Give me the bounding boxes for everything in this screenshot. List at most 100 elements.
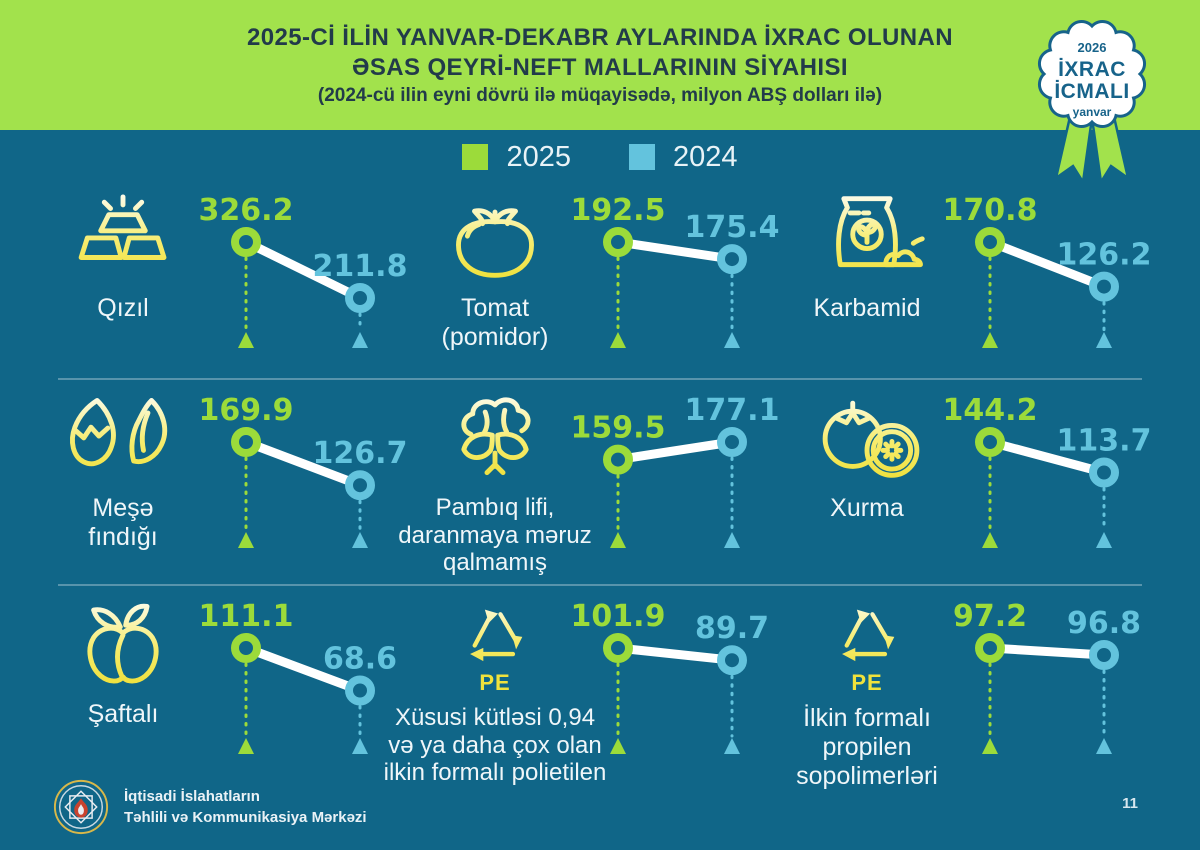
value-2024: 96.8 (1067, 606, 1141, 641)
product-label: Karbamid (813, 294, 921, 322)
pe-caption: PE (851, 670, 883, 695)
trend-chart-polietilen: 101.9 89.7 (568, 599, 796, 773)
marker-2025 (231, 227, 261, 257)
row-divider (58, 584, 1142, 586)
marker-2025 (975, 427, 1005, 457)
slope-chart: 144.2 113.7 (943, 393, 1152, 548)
organization-name: İqtisadi İslahatların Təhlili və Kommuni… (124, 786, 367, 828)
baseline-arrow (724, 532, 740, 548)
baseline-arrow (982, 532, 998, 548)
baseline-arrow (1096, 332, 1112, 348)
marker-2024 (1089, 457, 1119, 488)
value-2024: 126.7 (313, 436, 408, 471)
trend-chart-qizil: 326.2 211.8 (196, 193, 424, 367)
marker-2025 (603, 633, 633, 663)
marker-2024 (345, 283, 375, 313)
legend-item-2025: 2025 (462, 141, 571, 174)
product-label: Xurma (830, 494, 904, 522)
connector-line (613, 437, 737, 465)
slope-chart: 111.1 68.6 (199, 599, 397, 754)
baseline-arrow (1096, 738, 1112, 754)
product-label: Pambıq lifi, daranmaya məruz qalmamış (398, 494, 592, 577)
marker-2025 (975, 227, 1005, 257)
value-2025: 159.5 (571, 411, 666, 446)
value-2024: 126.2 (1057, 238, 1152, 273)
slope-chart: 97.2 96.8 (953, 599, 1141, 754)
page-title-line1: 2025-Cİ İLİN YANVAR-DEKABR AYLARINDA İXR… (247, 24, 953, 51)
state-emblem-icon (53, 779, 109, 835)
baseline-arrow (352, 532, 368, 548)
legend-label-2024: 2024 (673, 140, 738, 173)
trend-chart-propilen: 97.2 96.8 (940, 599, 1168, 773)
value-2025: 326.2 (199, 194, 294, 228)
product-card-tomat: Tomat (pomidor) 192.5 175.4 (422, 180, 794, 378)
marker-2024 (345, 470, 375, 501)
value-2024: 211.8 (313, 249, 408, 284)
legend-item-2024: 2024 (629, 141, 738, 174)
slope-chart: 326.2 211.8 (199, 193, 408, 348)
slope-chart: 159.5 177.1 (571, 393, 780, 548)
value-2025: 170.8 (943, 194, 1038, 228)
value-2025: 111.1 (199, 600, 294, 634)
product-label: İlkin formalı propilen sopolimerləri (796, 704, 938, 790)
page-number: 11 (1122, 795, 1138, 812)
product-card-mese-findigi: Meşə fındığı 169.9 126.7 (50, 380, 422, 584)
connector-line (985, 237, 1109, 292)
baseline-arrow (724, 332, 740, 348)
value-2024: 68.6 (323, 642, 397, 677)
badge-year: 2026 (1078, 40, 1107, 55)
product-label: Xüsusi kütləsi 0,94 və ya daha çox olan … (383, 704, 607, 787)
marker-2024 (717, 427, 747, 457)
baseline-arrow (982, 738, 998, 754)
page-title-line2: ƏSAS QEYRİ-NEFT MALLARININ SİYAHISI (352, 54, 848, 81)
slope-chart: 192.5 175.4 (571, 193, 779, 348)
value-2025: 97.2 (953, 600, 1027, 634)
baseline-arrow (982, 332, 998, 348)
product-card-qizil: Qızıl 326.2 211.8 (50, 180, 422, 378)
baseline-arrow (610, 738, 626, 754)
product-label: Qızıl (97, 294, 149, 322)
product-card-karbamid: Karbamid 170.8 126.2 (794, 180, 1166, 378)
badge-month: yanvar (1073, 105, 1112, 119)
organization-name-line1: İqtisadi İslahatların (124, 788, 260, 805)
legend-swatch-2025 (462, 144, 489, 170)
marker-2024 (1089, 640, 1119, 670)
slope-chart: 170.8 126.2 (943, 193, 1152, 348)
pe-caption: PE (479, 670, 511, 695)
marker-2024 (717, 244, 747, 275)
trend-chart-mese-findigi: 169.9 126.7 (196, 393, 424, 567)
baseline-arrow (610, 332, 626, 348)
recycling-pe-icon (470, 609, 523, 662)
marker-2025 (603, 444, 633, 475)
value-2024: 177.1 (685, 394, 780, 428)
connector-line (613, 237, 737, 264)
product-label: Meşə fındığı (88, 494, 158, 551)
tomato-icon (456, 208, 534, 278)
products-row-2: Meşə fındığı 169.9 126.7 Pambıq lifi, dar… (0, 380, 1200, 584)
connector-line (613, 643, 737, 665)
product-label: Şaftalı (87, 700, 159, 728)
marker-2025 (231, 633, 261, 663)
baseline-arrow (238, 738, 254, 754)
baseline-arrow (352, 738, 368, 754)
product-card-xurma: Xurma 144.2 113.7 (794, 380, 1166, 584)
value-2024: 113.7 (1057, 424, 1152, 459)
recycling-pe-icon (842, 609, 895, 662)
badge-title-line2: İCMALI (1054, 80, 1129, 103)
legend: 2025 2024 (0, 130, 1200, 180)
products-row-3: Şaftalı 111.1 68.6 PE Xüsusi kütləsi 0,94… (0, 586, 1200, 790)
trend-chart-pambiq: 159.5 177.1 (568, 393, 796, 567)
edition-badge: 2026 İXRAC İCMALI yanvar (1037, 19, 1147, 186)
marker-2024 (1089, 271, 1119, 302)
baseline-arrow (352, 332, 368, 348)
badge-title-line1: İXRAC (1058, 58, 1126, 81)
row-divider (58, 378, 1142, 380)
footer: İqtisadi İslahatların Təhlili və Kommuni… (52, 778, 367, 836)
slope-chart: 169.9 126.7 (199, 393, 408, 548)
value-2025: 101.9 (571, 600, 666, 634)
value-2024: 89.7 (695, 611, 769, 646)
header: 2025-Cİ İLİN YANVAR-DEKABR AYLARINDA İXR… (0, 0, 1200, 130)
connector-line (985, 643, 1109, 660)
products-row-1: Qızıl 326.2 211.8 Tomat (pomidor) 192.5 17… (0, 180, 1200, 378)
